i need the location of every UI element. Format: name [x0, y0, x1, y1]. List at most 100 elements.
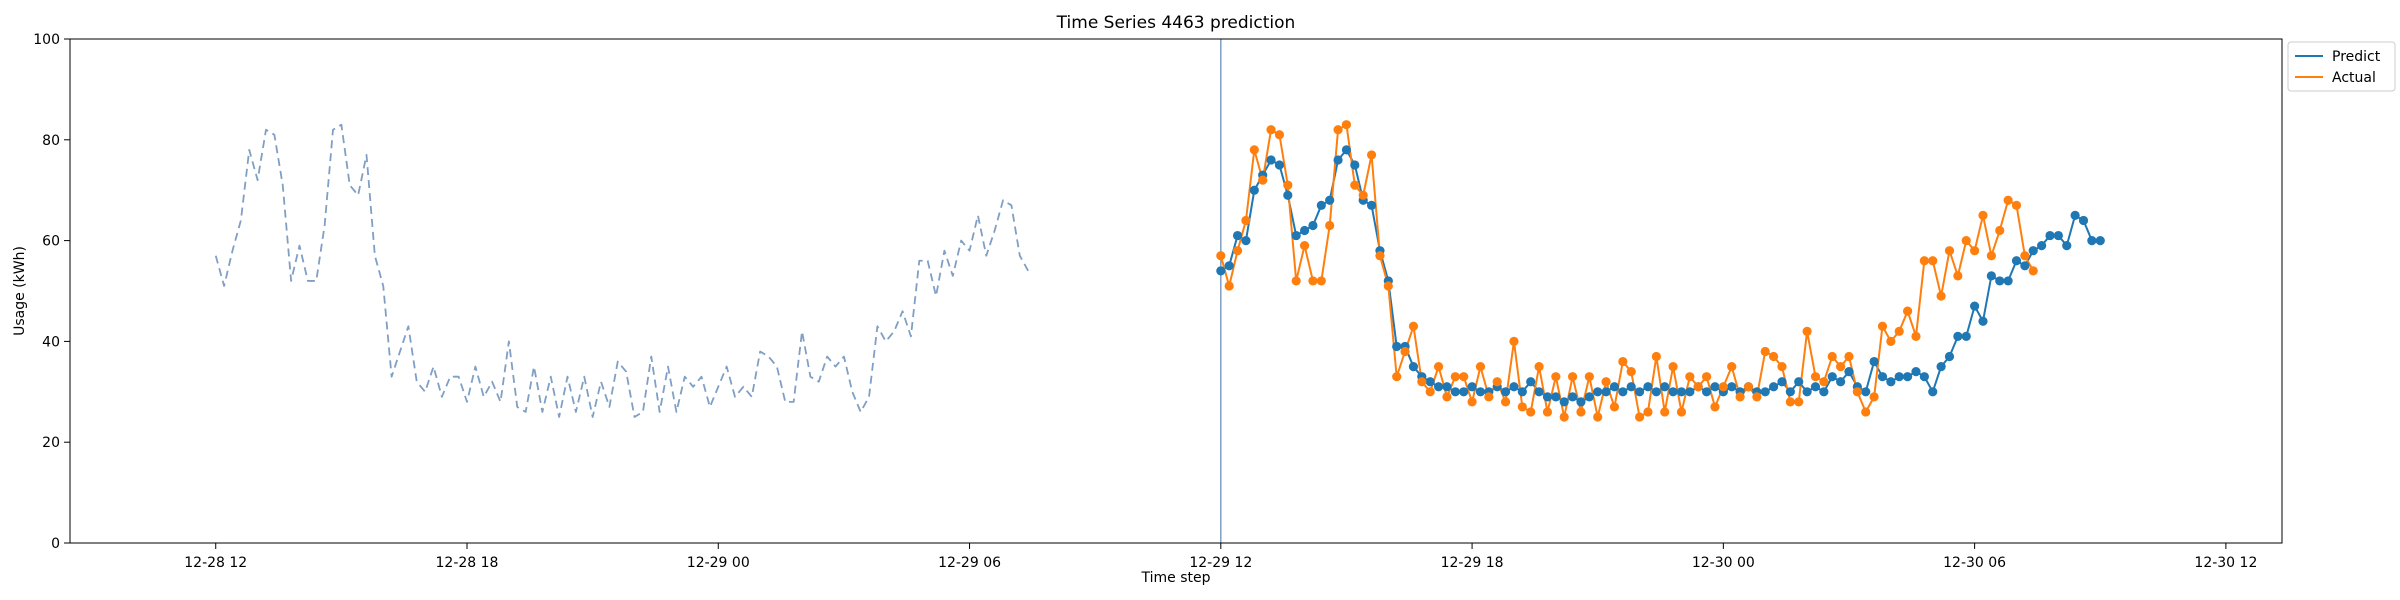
actual-point: [1911, 331, 1921, 341]
chart-title: Time Series 4463 prediction: [1056, 13, 1296, 33]
y-tick-label: 80: [42, 133, 60, 149]
y-axis-label: Usage (kWh): [12, 246, 28, 336]
predict-point: [1584, 392, 1594, 402]
actual-point: [1961, 236, 1971, 246]
predict-point: [1836, 377, 1846, 387]
x-tick-label: 12-28 18: [436, 555, 499, 571]
predict-point: [1542, 392, 1553, 402]
predict-point: [1526, 377, 1536, 387]
predict-point: [1308, 220, 1318, 231]
predict-point: [1241, 236, 1251, 246]
actual-point: [1358, 190, 1368, 200]
predict-point: [1819, 387, 1829, 397]
predict-point: [1944, 351, 1955, 362]
actual-point: [1291, 276, 1301, 286]
predict-point: [1341, 145, 1352, 155]
predict-point: [1953, 331, 1963, 341]
actual-point: [1919, 256, 1929, 266]
actual-point: [1894, 326, 1904, 336]
predict-point: [1844, 367, 1854, 377]
predict-point: [1450, 387, 1460, 397]
actual-point: [1258, 175, 1268, 185]
predict-point: [1660, 382, 1670, 392]
predict-point: [1551, 392, 1561, 402]
actual-point: [1660, 407, 1670, 417]
predict-point: [1618, 387, 1628, 397]
predict-point: [2070, 210, 2080, 220]
actual-point: [1634, 412, 1645, 422]
x-tick-label: 12-30 06: [1943, 555, 2006, 571]
predict-point: [1827, 372, 1837, 382]
actual-point: [1341, 120, 1352, 130]
actual-point: [1542, 407, 1553, 417]
legend-box: [2287, 41, 2396, 92]
predict-point: [1785, 387, 1795, 397]
actual-point: [1249, 145, 1259, 155]
actual-point: [1877, 321, 1888, 331]
actual-point: [1517, 402, 1527, 412]
predict-point: [1283, 190, 1293, 200]
predict-point: [1559, 397, 1569, 407]
actual-point: [1609, 402, 1620, 412]
predict-point: [1995, 276, 2005, 286]
actual-point: [1869, 392, 1879, 402]
actual-point: [1459, 372, 1469, 382]
actual-point: [1467, 397, 1477, 407]
y-tick-label: 60: [42, 234, 60, 250]
predict-point: [1517, 387, 1527, 397]
actual-point: [1433, 362, 1444, 372]
actual-point: [1836, 362, 1846, 372]
actual-point: [1819, 377, 1829, 387]
actual-point: [1827, 351, 1837, 362]
actual-point: [1710, 402, 1720, 412]
actual-point: [1216, 251, 1226, 261]
predict-point: [1760, 387, 1770, 397]
predict-point: [1970, 301, 1980, 311]
actual-point: [1785, 397, 1795, 407]
actual-point: [1685, 372, 1695, 382]
actual-point: [1651, 351, 1661, 362]
actual-point: [1802, 326, 1812, 336]
history-series-line: [214, 123, 1029, 418]
actual-point: [1576, 407, 1586, 417]
predict-point: [1500, 387, 1511, 397]
predict-point: [1769, 382, 1779, 392]
y-tick-label: 100: [33, 32, 60, 48]
predict-point: [1702, 387, 1712, 397]
predict-point: [1877, 372, 1888, 382]
predict-point: [1710, 382, 1720, 392]
actual-point: [1366, 150, 1377, 160]
actual-point: [1283, 180, 1293, 190]
x-tick-label: 12-29 00: [687, 555, 750, 571]
predict-point: [1509, 382, 1519, 392]
legend-predict-label: Predict: [2332, 49, 2381, 65]
predict-point: [1903, 372, 1913, 382]
predict-point: [2011, 256, 2022, 266]
actual-point: [1274, 130, 1285, 140]
predict-point: [2020, 261, 2030, 271]
actual-point: [1743, 382, 1754, 392]
predict-point: [1266, 155, 1276, 165]
predict-point: [1274, 160, 1285, 170]
x-tick-label: 12-30 12: [2194, 555, 2257, 571]
actual-point: [1308, 276, 1318, 286]
predict-point: [1325, 195, 1335, 205]
plot-frame: [69, 38, 2283, 544]
predict-point: [1366, 200, 1377, 210]
predict-point: [1928, 387, 1938, 397]
actual-point: [1601, 377, 1611, 387]
predict-point: [1643, 382, 1653, 392]
actual-point: [1593, 412, 1603, 422]
actual-point: [1241, 215, 1251, 226]
actual-point: [1559, 412, 1569, 422]
actual-point: [1886, 336, 1896, 346]
actual-point: [1702, 372, 1712, 382]
actual-point: [1626, 367, 1636, 377]
predict-point: [1986, 271, 1996, 281]
actual-point: [1852, 387, 1862, 397]
actual-point: [1953, 271, 1963, 281]
actual-point: [1442, 392, 1452, 402]
actual-point: [1727, 362, 1737, 372]
actual-point: [1350, 180, 1360, 190]
